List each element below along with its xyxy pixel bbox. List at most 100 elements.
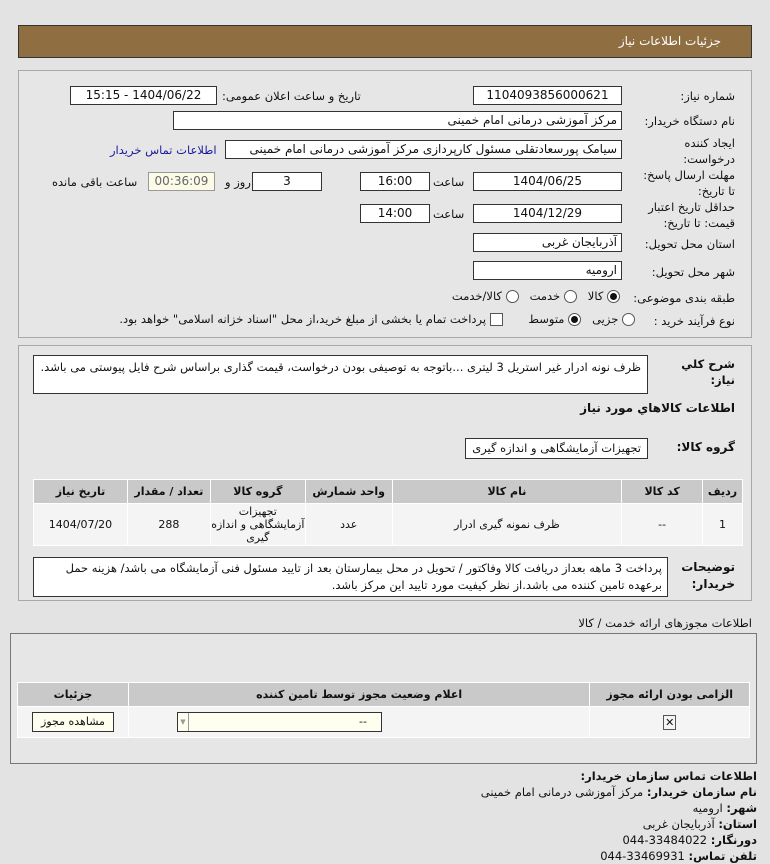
goods-table: ردیف کد کالا نام کالا واحد شمارش گروه کا… bbox=[33, 479, 743, 546]
phone-label: تلفن تماس: bbox=[688, 849, 757, 863]
buyer-label: نام دستگاه خریدار: bbox=[644, 114, 735, 128]
remaining-label: ساعت باقی مانده bbox=[52, 175, 138, 189]
goods-table-header: ردیف کد کالا نام کالا واحد شمارش گروه کا… bbox=[33, 479, 743, 504]
buyer-field: مرکز آموزشی درمانی امام خمینی bbox=[173, 111, 622, 130]
creator-field: سیامک پورسعادتقلی مسئول کارپردازی مرکز آ… bbox=[225, 140, 622, 159]
org-value: مرکز آموزشی درمانی امام خمینی bbox=[480, 785, 644, 799]
announce-label: تاریخ و ساعت اعلان عمومی: bbox=[222, 89, 361, 103]
buyer-contact-link[interactable]: اطلاعات تماس خریدار bbox=[110, 143, 217, 157]
buyer-contact-section: اطلاعات تماس سازمان خریدار: نام سازمان خ… bbox=[481, 768, 757, 864]
radio-medium-label: متوسط bbox=[528, 312, 565, 326]
validity-time-field: 14:00 bbox=[360, 204, 430, 223]
page-header: جزئیات اطلاعات نیاز bbox=[18, 25, 752, 58]
org-label: نام سازمان خریدار: bbox=[646, 785, 757, 799]
radio-goods[interactable] bbox=[607, 290, 620, 303]
category-label: طبقه بندی موضوعی: bbox=[633, 291, 735, 305]
creator-label: ایجاد کننده bbox=[684, 136, 735, 150]
province-label: استان: bbox=[718, 817, 757, 831]
purchase-type-label: نوع فرآیند خرید : bbox=[653, 314, 735, 328]
contact-title: اطلاعات تماس سازمان خریدار: bbox=[580, 769, 757, 783]
licenses-table: الزامی بودن ارائه مجوز اعلام وضعیت مجوز … bbox=[17, 682, 750, 738]
validity-date-field: 1404/12/29 bbox=[473, 204, 622, 223]
license-status-select[interactable]: -- ▼ bbox=[176, 712, 382, 732]
need-number-label: شماره نیاز: bbox=[680, 89, 735, 103]
chevron-down-icon: ▼ bbox=[178, 713, 189, 731]
contact-city-row: شهر: ارومیه bbox=[481, 800, 757, 816]
fax-value: 33484022-044 bbox=[622, 833, 708, 847]
deadline-label: مهلت ارسال پاسخ: bbox=[643, 168, 735, 182]
announce-field: 1404/06/22 - 15:15 bbox=[70, 86, 217, 105]
city-label: شهر: bbox=[726, 801, 757, 815]
cell-qty: 288 bbox=[126, 503, 211, 546]
days-label: روز و bbox=[225, 175, 251, 189]
cell-code: -- bbox=[621, 503, 704, 546]
col-license-status: اعلام وضعیت مجوز توسط تامین کننده bbox=[127, 682, 591, 707]
radio-minor-label: جزیی bbox=[592, 312, 619, 326]
province-field: آذربایجان غربی bbox=[473, 233, 622, 252]
deadline-time-field: 16:00 bbox=[360, 172, 430, 191]
col-group: گروه کالا bbox=[209, 479, 306, 504]
purchase-radio-group: جزیی متوسط پرداخت تمام یا بخشی از مبلغ خ… bbox=[119, 312, 635, 326]
view-license-button[interactable]: مشاهده مجوز bbox=[31, 712, 114, 732]
radio-goods-service-label: کالا/خدمت bbox=[451, 289, 502, 303]
treasury-checkbox[interactable] bbox=[489, 313, 503, 326]
need-number-field: 1104093856000621 bbox=[473, 86, 622, 105]
description-box: ظرف نونه ادرار غیر استریل 3 لیتری ...بات… bbox=[33, 355, 648, 394]
license-status-cell: -- ▼ bbox=[127, 706, 591, 738]
radio-goods-label: کالا bbox=[587, 289, 604, 303]
group-field: تجهیزات آزمایشگاهی و اندازه گیری bbox=[465, 438, 648, 459]
select-value: -- bbox=[358, 715, 367, 728]
description-label: شرح کلي bbox=[681, 357, 735, 371]
goods-heading: اطلاعات کالاهاي مورد نیاز bbox=[580, 401, 735, 415]
checkbox-x-icon: ✕ bbox=[663, 714, 677, 730]
contact-province-row: استان: آذربایجان غربی bbox=[481, 816, 757, 832]
days-field: 3 bbox=[252, 172, 322, 191]
cell-row: 1 bbox=[702, 503, 743, 546]
radio-service[interactable] bbox=[563, 290, 577, 303]
licenses-title: اطلاعات مجوزهای ارائه خدمت / کالا bbox=[578, 616, 752, 630]
group-label: گروه کالا: bbox=[676, 440, 735, 454]
col-license-required: الزامی بودن ارائه مجوز bbox=[589, 682, 750, 707]
province-value: آذربایجان غربی bbox=[642, 817, 715, 831]
col-qty: تعداد / مقدار bbox=[126, 479, 211, 504]
validity-time-label: ساعت bbox=[433, 207, 465, 221]
deadline-label-2: تا تاریخ: bbox=[697, 184, 735, 198]
validity-label-2: قیمت: تا تاریخ: bbox=[663, 216, 735, 230]
col-name: نام کالا bbox=[391, 479, 623, 504]
notes-label: توضیحات bbox=[681, 560, 735, 574]
remaining-time-field: 00:36:09 bbox=[148, 172, 215, 191]
col-unit: واحد شمارش bbox=[304, 479, 393, 504]
radio-minor[interactable] bbox=[622, 313, 635, 326]
contact-phone-row: تلفن تماس: 33469931-044 bbox=[481, 848, 757, 864]
col-date: تاریخ نیاز bbox=[33, 479, 128, 504]
radio-medium[interactable] bbox=[568, 313, 582, 326]
category-radio-group: کالا خدمت کالا/خدمت bbox=[452, 289, 620, 303]
city-field: ارومیه bbox=[473, 261, 622, 280]
cell-date: 1404/07/20 bbox=[33, 503, 128, 546]
license-details-cell: مشاهده مجوز bbox=[17, 706, 129, 738]
creator-label-2: درخواست: bbox=[683, 152, 735, 166]
province-label: استان محل تحویل: bbox=[644, 237, 735, 251]
contact-fax-row: دورنگار: 33484022-044 bbox=[481, 832, 757, 848]
license-required-cell: ✕ bbox=[589, 706, 750, 738]
fax-label: دورنگار: bbox=[710, 833, 757, 847]
validity-label: حداقل تاریخ اعتبار bbox=[648, 200, 735, 214]
city-label: شهر محل تحویل: bbox=[651, 265, 735, 279]
cell-unit: عدد bbox=[304, 503, 393, 546]
cell-group: تجهیزات آزمایشگاهی و اندازه گیری bbox=[209, 503, 306, 546]
col-license-details: جزئیات bbox=[17, 682, 129, 707]
col-code: کد کالا bbox=[621, 479, 704, 504]
table-row: 1 -- ظرف نمونه گیری ادرار عدد تجهیزات آز… bbox=[33, 503, 743, 546]
radio-service-label: خدمت bbox=[529, 289, 561, 303]
description-label-2: نیاز: bbox=[710, 373, 735, 387]
col-row: ردیف bbox=[702, 479, 743, 504]
city-value: ارومیه bbox=[692, 801, 723, 815]
deadline-time-label: ساعت bbox=[433, 175, 465, 189]
radio-goods-service[interactable] bbox=[505, 290, 519, 303]
table-row: ✕ -- ▼ مشاهده مجوز bbox=[17, 706, 750, 738]
cell-name: ظرف نمونه گیری ادرار bbox=[391, 503, 623, 546]
phone-value: 33469931-044 bbox=[600, 849, 685, 863]
contact-org-row: نام سازمان خریدار: مرکز آموزشی درمانی ام… bbox=[481, 784, 757, 800]
treasury-label: پرداخت تمام یا بخشی از مبلغ خرید،از محل … bbox=[119, 312, 487, 326]
notes-label-2: خریدار: bbox=[691, 577, 735, 591]
